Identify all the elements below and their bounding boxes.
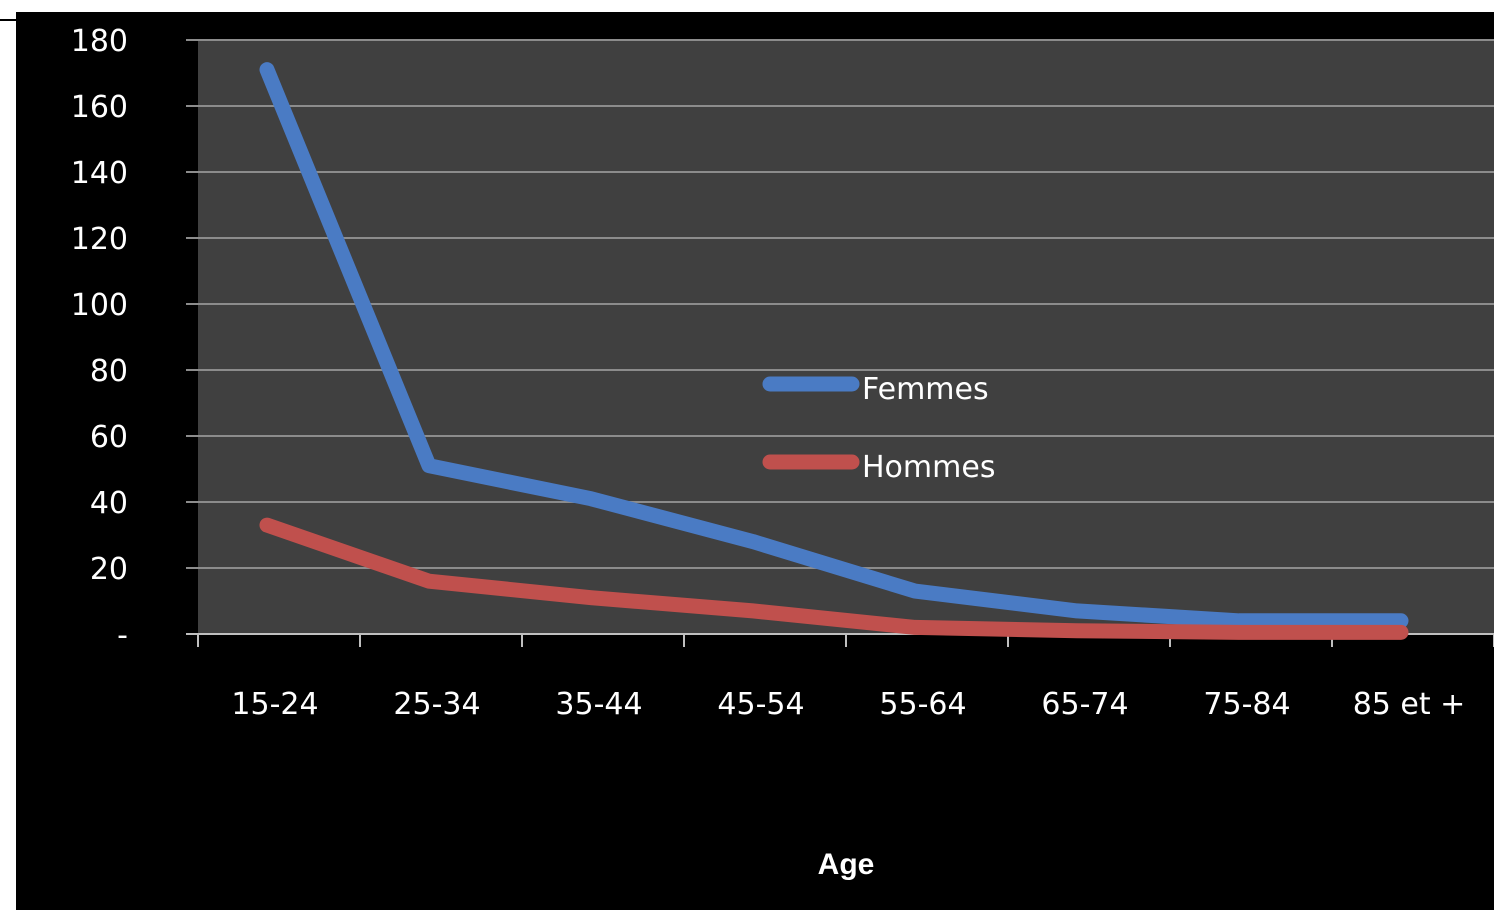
x-tick-label: 55-64 [879, 687, 966, 722]
y-tick-label: 160 [71, 90, 128, 125]
x-tick-label: 65-74 [1041, 687, 1128, 722]
y-tick-label: 20 [90, 552, 128, 587]
y-axis: - 20 40 60 80 100 120 140 160 180 [71, 24, 128, 653]
y-tick-label: - [117, 618, 128, 653]
x-tick-label: 25-34 [393, 687, 480, 722]
legend: Femmes Hommes [762, 372, 995, 485]
series-line-hommes [259, 517, 1409, 640]
plot-area [198, 40, 1494, 634]
y-tick-label: 120 [71, 222, 128, 257]
legend-label-femmes: Femmes [862, 372, 989, 407]
x-tick-label: 35-44 [555, 687, 642, 722]
series-layer [259, 62, 1409, 640]
x-tick-label: 45-54 [717, 687, 804, 722]
x-tick-label: 85 et + [1353, 687, 1466, 722]
x-axis-title: Age [818, 848, 875, 881]
gridlines [186, 39, 1494, 569]
legend-label-hommes: Hommes [862, 450, 995, 485]
y-tick-label: 100 [71, 288, 128, 323]
y-tick-label: 180 [71, 24, 128, 59]
y-tick-label: 140 [71, 156, 128, 191]
corner-line [0, 19, 16, 21]
y-tick-label: 40 [90, 486, 128, 521]
x-tick-label: 75-84 [1203, 687, 1290, 722]
x-axis: 15-24 25-34 35-44 45-54 55-64 65-74 75-84 85 et… [186, 633, 1494, 722]
y-tick-label: 60 [90, 420, 128, 455]
y-tick-label: 80 [90, 354, 128, 389]
x-tick-label: 15-24 [231, 687, 318, 722]
series-line-femmes [259, 62, 1409, 629]
